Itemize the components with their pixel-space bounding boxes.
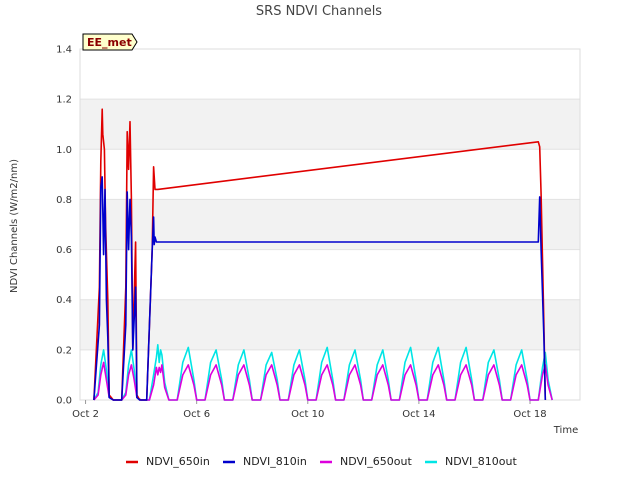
x-tick-label-3: Oct 14 — [402, 409, 435, 420]
x-tick-label-2: Oct 10 — [291, 409, 324, 420]
badge-shape — [82, 33, 138, 51]
y-axis-ticks: 0.0 0.2 0.4 0.6 0.8 1.0 1.2 1.4 — [56, 45, 72, 407]
legend: NDVI_650in NDVI_810in NDVI_650out NDVI_810o… — [126, 455, 517, 468]
series-lines — [93, 108, 553, 401]
y-tick-label-6: 1.2 — [56, 95, 72, 106]
x-tick-label-0: Oct 2 — [72, 409, 99, 420]
series-line-ndvi-810in — [93, 176, 547, 401]
y-tick-label-5: 1.0 — [56, 145, 72, 156]
y-tick-label-0: 0.0 — [56, 396, 72, 407]
x-axis-title: Time — [553, 425, 578, 436]
station-badge: EE_met — [82, 33, 138, 51]
plot-area-frame — [79, 48, 581, 401]
band-1 — [80, 299, 580, 350]
series-line-ndvi-650in — [93, 108, 547, 401]
band-5 — [80, 99, 580, 150]
badge-label: EE_met — [87, 36, 132, 49]
legend-label-ndvi-650out: NDVI_650out — [340, 455, 412, 468]
series-line-ndvi-650out — [93, 361, 553, 401]
legend-label-ndvi-650in: NDVI_650in — [146, 455, 210, 468]
y-tick-label-4: 0.8 — [56, 195, 72, 206]
x-tick-label-4: Oct 18 — [513, 409, 546, 420]
legend-label-ndvi-810in: NDVI_810in — [243, 455, 307, 468]
x-tick-label-1: Oct 6 — [183, 409, 210, 420]
chart-title: SRS NDVI Channels — [256, 4, 382, 19]
legend-label-ndvi-810out: NDVI_810out — [445, 455, 517, 468]
x-axis-ticks: Oct 2 Oct 6 Oct 10 Oct 14 Oct 18 — [72, 400, 547, 420]
y-tick-label-7: 1.4 — [56, 45, 72, 56]
y-axis-title: NDVI Channels (W/m2/nm) — [9, 159, 20, 293]
y-tick-label-1: 0.2 — [56, 345, 72, 356]
background-bands — [80, 99, 580, 350]
y-tick-label-2: 0.4 — [56, 295, 72, 306]
y-tick-label-3: 0.6 — [56, 245, 72, 256]
